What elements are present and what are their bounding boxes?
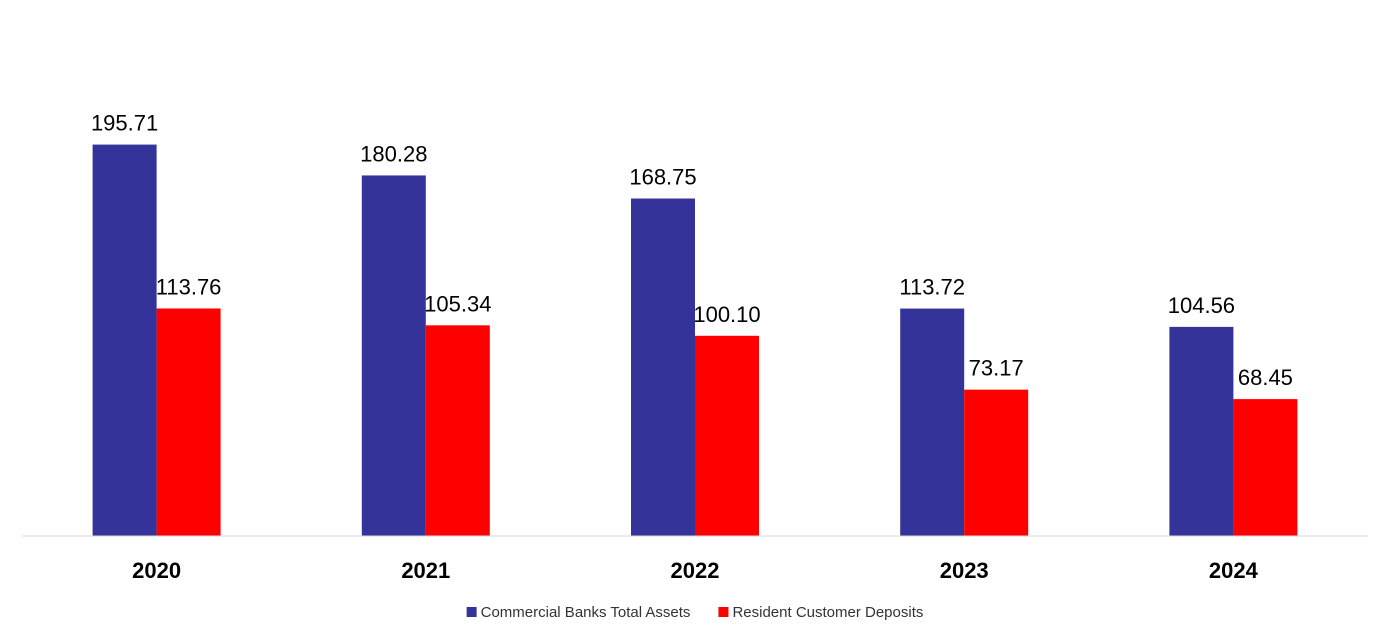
bar-customer-deposits-2024 — [1233, 399, 1298, 536]
value-label-total-assets-2023: 113.72 — [899, 275, 965, 300]
legend-item-total-assets: Commercial Banks Total Assets — [466, 604, 691, 621]
category-label-2024: 2024 — [1209, 558, 1259, 583]
bar-customer-deposits-2023 — [964, 389, 1029, 536]
category-labels-group: 2020 2021 2022 2023 2024 — [132, 558, 1259, 583]
legend: Commercial Banks Total Assets Resident Cu… — [466, 604, 923, 621]
legend-swatch — [466, 607, 477, 617]
bar-total-assets-2021 — [361, 175, 426, 536]
value-label-customer-deposits-2024: 68.45 — [1238, 365, 1293, 390]
legend-label: Resident Customer Deposits — [732, 604, 923, 621]
value-label-total-assets-2020: 195.71 — [91, 111, 158, 136]
bar-total-assets-2024 — [1169, 326, 1234, 536]
value-label-customer-deposits-2022: 100.10 — [693, 302, 760, 327]
bar-customer-deposits-2020 — [156, 308, 221, 536]
value-labels-group: 195.71 113.76 180.28 105.34 168.75 100.10 113.… — [91, 111, 1293, 391]
bar-total-assets-2023 — [900, 308, 965, 536]
bar-total-assets-2022 — [631, 198, 695, 536]
value-label-customer-deposits-2020: 113.76 — [156, 274, 222, 299]
legend-item-customer-deposits: Resident Customer Deposits — [718, 604, 923, 621]
category-label-2020: 2020 — [132, 558, 181, 583]
category-label-2022: 2022 — [671, 558, 720, 583]
category-label-2023: 2023 — [940, 558, 989, 583]
value-label-total-assets-2024: 104.56 — [1168, 293, 1235, 318]
bars-group — [92, 144, 1298, 536]
value-label-customer-deposits-2023: 73.17 — [969, 356, 1024, 381]
legend-swatch — [718, 607, 729, 617]
value-label-total-assets-2022: 168.75 — [629, 165, 696, 190]
bar-total-assets-2020 — [92, 144, 157, 536]
value-label-customer-deposits-2021: 105.34 — [424, 291, 491, 316]
bar-customer-deposits-2021 — [425, 325, 490, 536]
legend-label: Commercial Banks Total Assets — [481, 604, 691, 621]
bar-customer-deposits-2022 — [695, 335, 759, 536]
category-label-2021: 2021 — [401, 558, 450, 583]
value-label-total-assets-2021: 180.28 — [360, 141, 427, 166]
